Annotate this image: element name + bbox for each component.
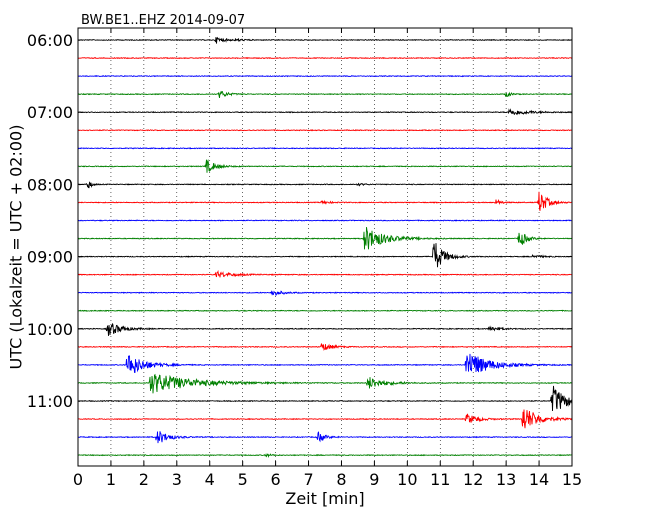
axis-ticks: 0 1 2 3 4 5 6 7 8 9 10 11 12 13 14 1506:0007:0008:0009:…: [27, 28, 582, 489]
trace-row: [77, 409, 573, 429]
trace-row: [77, 191, 573, 211]
trace-row: [77, 452, 573, 458]
x-tick-label: 12: [463, 470, 483, 489]
trace-row: [77, 309, 573, 312]
plot-frame: [77, 27, 573, 467]
chart-title: BW.BE1..EHZ 2014-09-07: [81, 13, 245, 28]
x-tick-label: 8: [336, 470, 346, 489]
x-tick-label: 11: [430, 470, 450, 489]
y-tick-label: 11:00: [27, 392, 73, 411]
y-tick-label: 07:00: [27, 103, 73, 122]
x-tick-label: 3: [172, 470, 182, 489]
x-tick-label: 14: [529, 470, 549, 489]
trace-row: [77, 431, 573, 444]
trace-row: [77, 219, 573, 222]
x-tick-label: 6: [271, 470, 281, 489]
y-tick-label: 09:00: [27, 248, 73, 267]
trace-row: [77, 36, 573, 44]
trace-row: [77, 90, 573, 98]
x-tick-label: 9: [369, 470, 379, 489]
trace-row: [77, 74, 573, 78]
x-tick-label: 10: [397, 470, 417, 489]
trace-row: [77, 353, 573, 373]
trace-row: [77, 323, 573, 336]
x-tick-label: 13: [496, 470, 516, 489]
x-tick-label: 1: [106, 470, 116, 489]
trace-row: [77, 243, 573, 268]
x-tick-label: 4: [205, 470, 215, 489]
trace-row: [77, 385, 573, 412]
trace-row: [77, 227, 573, 250]
y-tick-label: 06:00: [27, 31, 73, 50]
x-tick-label: 15: [562, 470, 582, 489]
trace-row: [77, 158, 573, 173]
y-tick-label: 10:00: [27, 320, 73, 339]
trace-row: [77, 181, 573, 189]
trace-row: [77, 56, 573, 60]
trace-row: [77, 290, 573, 297]
trace-row: [77, 373, 573, 394]
y-axis-label: UTC (Lokalzeit = UTC + 02:00): [7, 125, 26, 370]
trace-row: [77, 343, 573, 351]
trace-row: [77, 108, 573, 116]
x-axis-label: Zeit [min]: [285, 489, 364, 508]
y-tick-label: 08:00: [27, 175, 73, 194]
x-tick-label: 5: [238, 470, 248, 489]
x-tick-label: 2: [139, 470, 149, 489]
seismic-traces: [77, 36, 573, 458]
trace-row: [77, 269, 573, 278]
x-tick-label: 7: [303, 470, 313, 489]
x-tick-label: 0: [73, 470, 83, 489]
trace-row: [77, 147, 573, 150]
trace-row: [77, 129, 573, 132]
